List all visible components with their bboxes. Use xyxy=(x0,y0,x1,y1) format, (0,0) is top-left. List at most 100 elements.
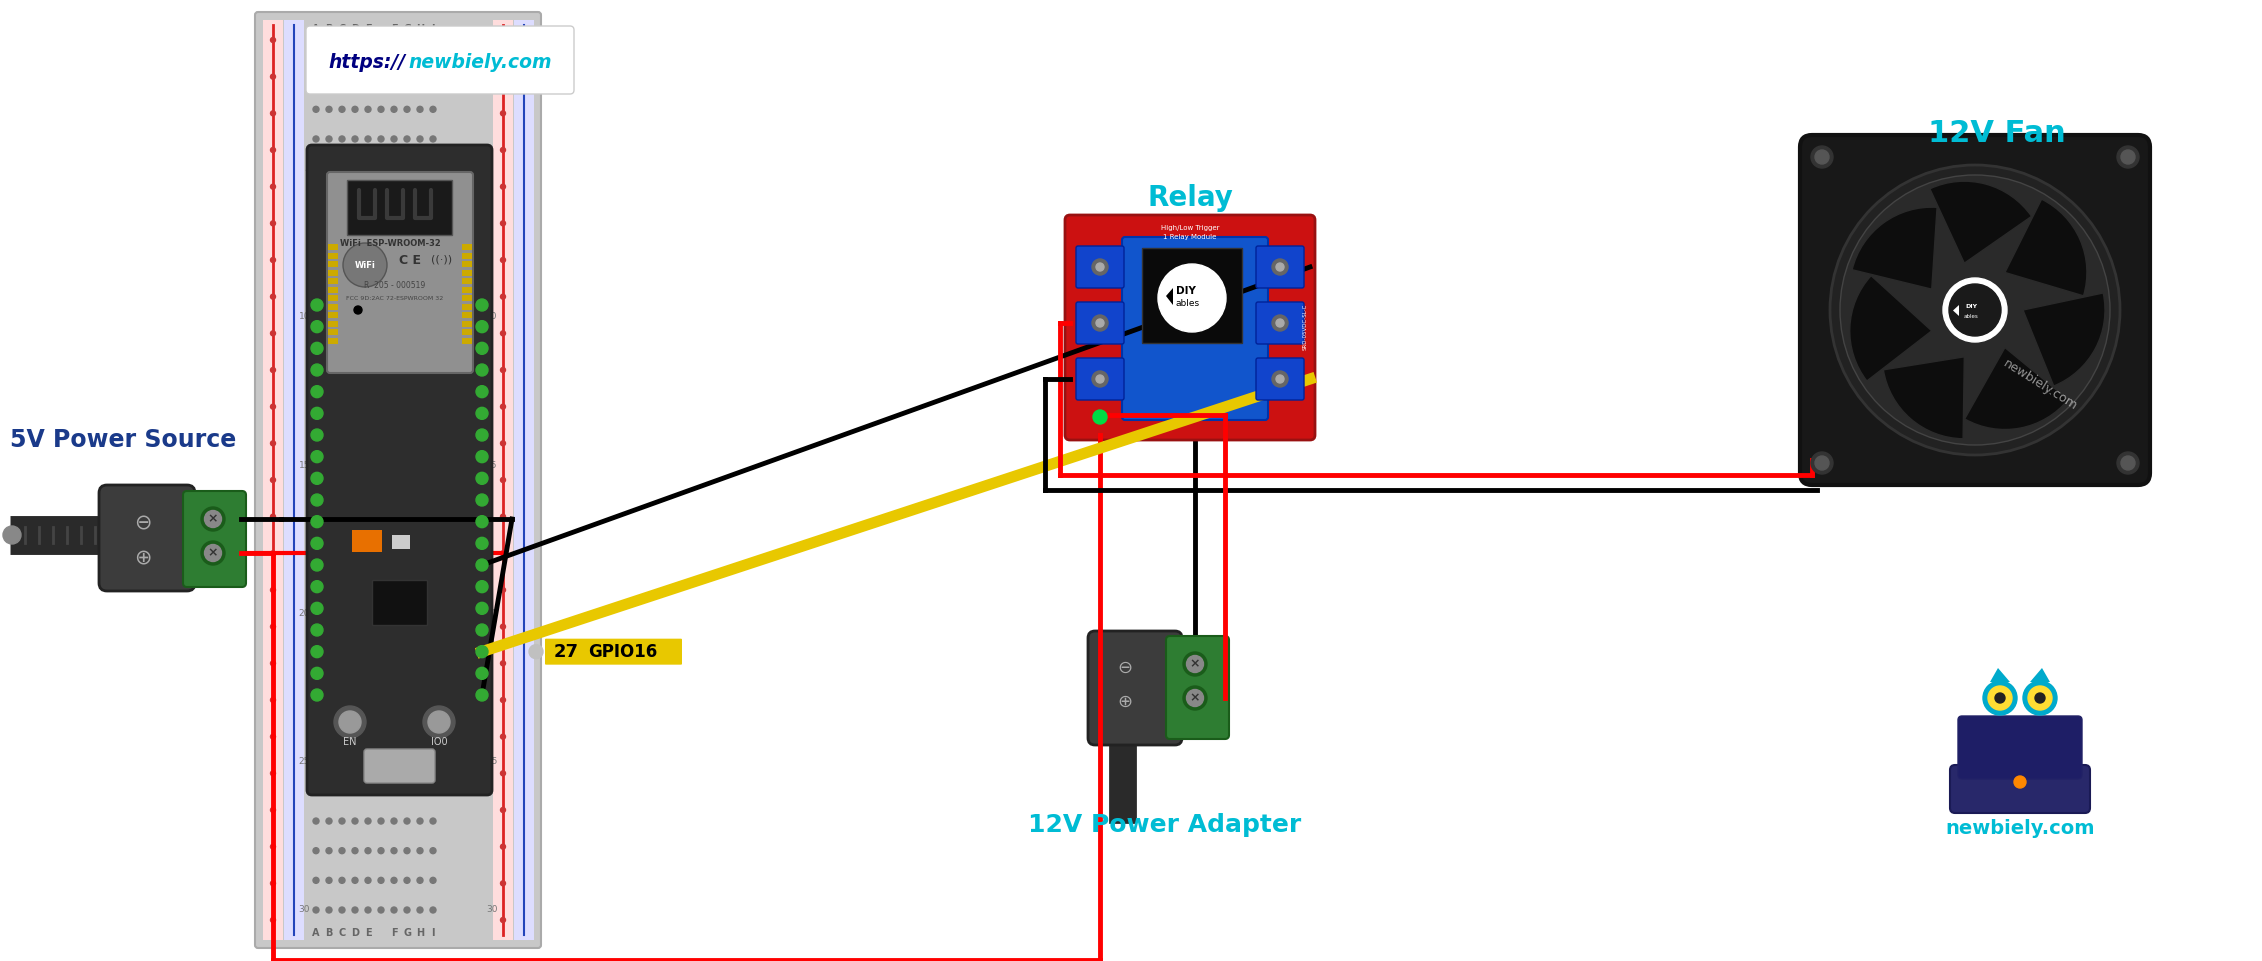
Circle shape xyxy=(378,610,385,616)
Circle shape xyxy=(2122,456,2135,470)
Circle shape xyxy=(353,670,357,676)
FancyBboxPatch shape xyxy=(364,749,434,783)
Text: D: D xyxy=(351,24,360,34)
Text: H: H xyxy=(416,928,423,938)
Circle shape xyxy=(310,537,323,550)
Circle shape xyxy=(339,373,346,380)
Circle shape xyxy=(339,848,346,853)
Circle shape xyxy=(353,136,357,142)
Circle shape xyxy=(430,670,437,676)
Circle shape xyxy=(364,432,371,438)
Circle shape xyxy=(312,225,319,231)
Circle shape xyxy=(391,907,398,913)
Circle shape xyxy=(353,552,357,557)
Circle shape xyxy=(416,670,423,676)
Bar xyxy=(461,321,473,327)
Circle shape xyxy=(312,522,319,528)
Circle shape xyxy=(405,314,409,320)
Circle shape xyxy=(391,670,398,676)
Text: I: I xyxy=(432,928,434,938)
Circle shape xyxy=(326,165,333,172)
Bar xyxy=(461,244,473,250)
Circle shape xyxy=(353,107,357,112)
Circle shape xyxy=(500,918,504,923)
Circle shape xyxy=(500,331,504,335)
Circle shape xyxy=(430,848,437,853)
Text: 1 Relay Module: 1 Relay Module xyxy=(1163,234,1217,240)
Circle shape xyxy=(353,284,357,290)
Circle shape xyxy=(391,47,398,53)
Text: 20: 20 xyxy=(486,609,498,618)
Circle shape xyxy=(430,492,437,498)
Text: G: G xyxy=(403,24,412,34)
Circle shape xyxy=(391,314,398,320)
Circle shape xyxy=(310,603,323,614)
Circle shape xyxy=(500,551,504,555)
Circle shape xyxy=(326,759,333,765)
Circle shape xyxy=(335,706,366,738)
Circle shape xyxy=(1814,150,1830,164)
Text: GPIO16: GPIO16 xyxy=(588,643,658,660)
Circle shape xyxy=(405,788,409,795)
Circle shape xyxy=(378,729,385,735)
Circle shape xyxy=(326,522,333,528)
Circle shape xyxy=(1812,146,1832,168)
Circle shape xyxy=(428,711,450,733)
Bar xyxy=(513,20,534,940)
Circle shape xyxy=(416,255,423,260)
Circle shape xyxy=(310,364,323,376)
Bar xyxy=(493,20,513,940)
Circle shape xyxy=(339,77,346,83)
Circle shape xyxy=(430,107,437,112)
Circle shape xyxy=(271,74,276,79)
Bar xyxy=(461,278,473,284)
Circle shape xyxy=(312,47,319,53)
Circle shape xyxy=(353,225,357,231)
Circle shape xyxy=(310,516,323,528)
Circle shape xyxy=(378,552,385,557)
Circle shape xyxy=(475,559,489,571)
Circle shape xyxy=(500,661,504,666)
Circle shape xyxy=(353,877,357,883)
Text: newbiely.com: newbiely.com xyxy=(407,54,552,72)
Circle shape xyxy=(416,522,423,528)
Circle shape xyxy=(310,667,323,679)
Circle shape xyxy=(391,818,398,824)
Circle shape xyxy=(326,77,333,83)
Circle shape xyxy=(500,587,504,593)
Text: R  205 - 000519: R 205 - 000519 xyxy=(364,281,425,289)
Circle shape xyxy=(339,907,346,913)
Circle shape xyxy=(339,403,346,408)
Circle shape xyxy=(353,432,357,438)
Circle shape xyxy=(500,807,504,812)
Circle shape xyxy=(405,462,409,468)
Circle shape xyxy=(201,507,224,531)
Circle shape xyxy=(1097,375,1104,383)
Circle shape xyxy=(271,478,276,482)
Circle shape xyxy=(271,221,276,226)
Wedge shape xyxy=(2022,293,2106,386)
Circle shape xyxy=(430,640,437,646)
Circle shape xyxy=(1988,686,2011,710)
Circle shape xyxy=(204,545,222,561)
FancyBboxPatch shape xyxy=(1077,246,1124,288)
Circle shape xyxy=(339,255,346,260)
Circle shape xyxy=(391,522,398,528)
Text: ables: ables xyxy=(1963,313,1979,318)
Circle shape xyxy=(312,729,319,735)
Text: F: F xyxy=(391,928,398,938)
Bar xyxy=(461,286,473,292)
Bar xyxy=(353,530,382,552)
Circle shape xyxy=(271,37,276,42)
Circle shape xyxy=(1943,278,2006,342)
Text: https://: https:// xyxy=(328,54,405,72)
Circle shape xyxy=(1097,263,1104,271)
Circle shape xyxy=(500,405,504,409)
Circle shape xyxy=(430,700,437,705)
Circle shape xyxy=(500,734,504,739)
Text: SRD-05VDC-SL-C: SRD-05VDC-SL-C xyxy=(1303,304,1307,350)
Circle shape xyxy=(391,492,398,498)
Circle shape xyxy=(364,877,371,883)
Circle shape xyxy=(405,552,409,557)
Text: ⊕: ⊕ xyxy=(1117,693,1133,711)
